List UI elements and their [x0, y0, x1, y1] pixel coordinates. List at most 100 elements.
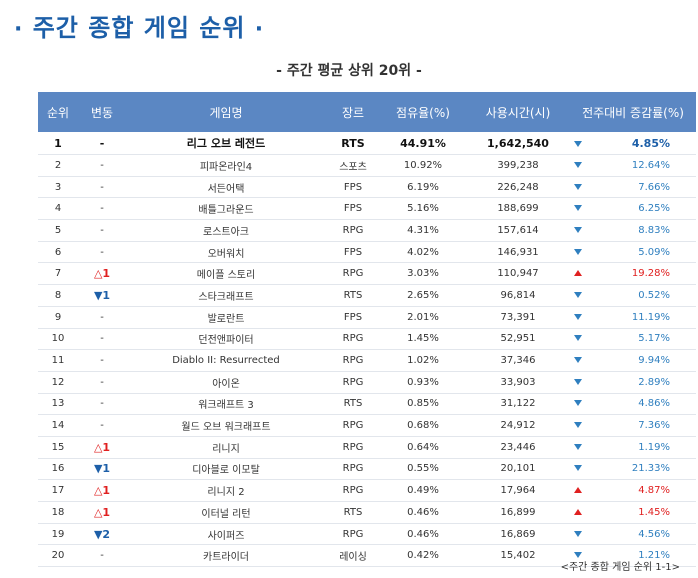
table-row: 15 △1 리니지 RPG 0.64% 23,446 1.19% [38, 436, 696, 459]
cell-share: 10.92% [380, 154, 466, 177]
cell-change: 11.19% [631, 311, 670, 323]
cell-change: 5.17% [638, 333, 670, 345]
cell-genre: FPS [326, 197, 380, 221]
rank-move-indicator: △1 [93, 440, 111, 454]
trend-down-icon [574, 530, 582, 537]
cell-game-name: 디아블로 이모탈 [126, 458, 326, 481]
cell-genre: RPG [326, 262, 380, 286]
cell-share: 1.45% [380, 328, 466, 351]
cell-game-name: 리니지 [126, 436, 326, 459]
cell-change: 4.86% [638, 398, 670, 410]
cell-game-name: 피파온라인4 [126, 154, 326, 177]
trend-down-icon [574, 226, 582, 233]
cell-game-name: 월드 오브 워크래프트 [126, 414, 326, 437]
cell-change: 1.21% [638, 550, 670, 562]
cell-trend: 2.89% [570, 371, 696, 394]
cell-hours: 1,642,540 [466, 132, 570, 155]
cell-move: - [78, 197, 126, 221]
cell-move: △1 [78, 436, 126, 459]
cell-share: 0.55% [380, 458, 466, 481]
cell-share: 0.85% [380, 393, 466, 416]
trend-down-icon [574, 443, 582, 450]
cell-move: △1 [78, 501, 126, 524]
cell-trend: 5.17% [570, 328, 696, 351]
cell-rank: 6 [38, 241, 78, 264]
trend-down-icon [574, 465, 582, 472]
cell-change: 5.09% [638, 246, 670, 258]
cell-share: 0.93% [380, 371, 466, 394]
cell-game-name: 오버워치 [126, 241, 326, 264]
cell-game-name: 이터널 리턴 [126, 501, 326, 524]
cell-rank: 13 [38, 393, 78, 416]
cell-genre: RPG [326, 328, 380, 351]
cell-genre: RPG [326, 219, 380, 242]
cell-game-name: Diablo II: Resurrected [126, 349, 326, 372]
trend-down-icon [574, 357, 582, 364]
title-text: 주간 종합 게임 순위 [32, 14, 246, 42]
cell-hours: 73,391 [466, 306, 570, 329]
cell-change: 4.87% [638, 485, 670, 497]
trend-down-icon [574, 552, 582, 559]
cell-game-name: 발로란트 [126, 306, 326, 329]
cell-trend: 21.33% [570, 458, 696, 481]
cell-rank: 18 [38, 501, 78, 524]
cell-hours: 24,912 [466, 414, 570, 437]
cell-trend: 4.56% [570, 523, 696, 546]
cell-game-name: 스타크래프트 [126, 284, 326, 307]
cell-move: △1 [78, 479, 126, 502]
cell-trend: 1.45% [570, 501, 696, 524]
cell-rank: 15 [38, 436, 78, 459]
cell-trend: 4.86% [570, 393, 696, 416]
rank-move-indicator: - [99, 136, 105, 150]
cell-move: - [78, 241, 126, 264]
cell-move: - [78, 219, 126, 242]
cell-rank: 11 [38, 349, 78, 372]
rank-move-indicator: △1 [93, 505, 111, 519]
rank-move-indicator: △1 [93, 484, 111, 498]
table-row: 14 - 월드 오브 워크래프트 RPG 0.68% 24,912 7.36% [38, 414, 696, 437]
cell-genre: RPG [326, 479, 380, 502]
trend-up-icon [574, 487, 582, 494]
cell-game-name: 리니지 2 [126, 479, 326, 502]
header-genre: 장르 [326, 92, 380, 132]
cell-trend: 11.19% [570, 306, 696, 329]
cell-rank: 19 [38, 523, 78, 546]
table-row: 20 - 카트라이더 레이싱 0.42% 15,402 1.21% [38, 544, 696, 568]
rank-move-indicator: - [100, 311, 104, 323]
cell-trend: 1.19% [570, 436, 696, 459]
table-row: 4 - 배틀그라운드 FPS 5.16% 188,699 6.25% [38, 197, 696, 221]
cell-trend: 7.66% [570, 176, 696, 199]
title-bullet-right: · [254, 17, 265, 42]
cell-hours: 20,101 [466, 458, 570, 481]
cell-change: 2.89% [638, 376, 670, 388]
footnote: <주간 종합 게임 순위 1-1> [560, 562, 680, 573]
cell-move: - [78, 371, 126, 394]
cell-trend: 6.25% [570, 197, 696, 221]
cell-change: 4.56% [638, 528, 670, 540]
cell-change: 21.33% [631, 463, 670, 475]
cell-genre: 스포츠 [326, 154, 380, 177]
cell-genre: RTS [326, 284, 380, 307]
cell-game-name: 메이플 스토리 [126, 262, 326, 286]
cell-hours: 23,446 [466, 436, 570, 459]
header-game-name: 게임명 [126, 92, 326, 132]
cell-move: - [78, 349, 126, 372]
cell-genre: RTS [326, 501, 380, 524]
table-row: 9 - 발로란트 FPS 2.01% 73,391 11.19% [38, 306, 696, 329]
cell-hours: 52,951 [466, 328, 570, 351]
cell-trend: 4.85% [570, 132, 696, 155]
table-body: 1- 리그 오브 레전드 RTS 44.91% 1,642,540 4.85% 2- 피파온라… [38, 132, 696, 568]
table-row: 8 ▼1 스타크래프트 RTS 2.65% 96,814 0.52% [38, 284, 696, 307]
cell-move: - [78, 544, 126, 568]
table-row: 5 - 로스트아크 RPG 4.31% 157,614 8.83% [38, 219, 696, 242]
table-row: 18 △1 이터널 리턴 RTS 0.46% 16,899 1.45% [38, 501, 696, 524]
rank-move-indicator: - [100, 376, 104, 388]
table-row: 1 - 리그 오브 레전드 RTS 44.91% 1,642,540 4.85% [38, 132, 696, 155]
trend-up-icon [574, 508, 582, 515]
cell-rank: 5 [38, 219, 78, 242]
cell-share: 0.46% [380, 523, 466, 546]
rank-move-indicator: ▼2 [93, 527, 111, 541]
table-row: 17 △1 리니지 2 RPG 0.49% 17,964 4.87% [38, 479, 696, 502]
cell-rank: 9 [38, 306, 78, 329]
cell-hours: 110,947 [466, 262, 570, 286]
